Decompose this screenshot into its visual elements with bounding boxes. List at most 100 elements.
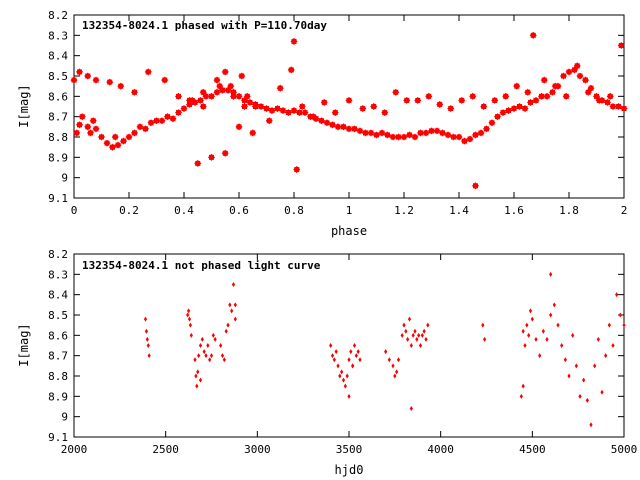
data-point [266,118,272,124]
x-tick-label: 1.6 [504,204,524,217]
x-tick-label: 3500 [336,443,363,456]
data-point [563,93,569,99]
data-point [417,332,421,338]
y-tick-label: 8.9 [48,390,68,403]
y-axis-label: I[mag] [17,84,31,127]
data-point [456,134,462,140]
data-point [354,353,358,359]
data-point [404,328,408,334]
data-point [165,114,170,120]
data-point [511,106,517,112]
data-point [220,87,225,93]
data-point [360,106,366,112]
data-point [530,316,534,322]
data-point [286,110,291,116]
data-point [202,349,206,355]
data-point [462,138,467,144]
x-tick-label: 0.6 [229,204,249,217]
data-point [288,67,294,73]
data-point [233,316,237,322]
y-tick-label: 8.4 [48,50,68,63]
data-point [126,134,132,140]
data-point [145,69,151,75]
data-points [143,271,626,428]
y-axis-label: I[mag] [17,323,31,366]
data-point [334,349,338,355]
data-point [213,336,217,342]
data-point [545,336,549,342]
data-point [567,373,571,379]
data-point [607,322,611,328]
data-point [563,357,567,363]
data-point [118,83,124,89]
data-point [578,393,582,399]
data-point [187,97,192,103]
y-tick-labels: 8.2 8.3 8.4 8.5 8.6 8.7 8.8 8.9 9 9.1 [48,248,68,444]
data-point [236,124,242,130]
data-point [137,124,143,130]
data-point [374,132,379,138]
data-point [357,128,363,134]
data-point [358,357,362,363]
data-point [211,332,215,338]
data-point [429,128,434,134]
data-point [112,134,118,140]
unphased-light-curve-panel: 8.2 8.3 8.4 8.5 8.6 8.7 8.8 8.9 9 9.1 2000 2500 300… [17,248,637,477]
y-tick-label: 8.5 [48,70,68,83]
data-point [561,73,566,79]
data-point [187,101,192,107]
data-point [332,110,338,116]
data-point [483,336,487,342]
y-tick-label: 8.9 [48,151,68,164]
data-point [549,271,553,277]
data-point [200,104,206,109]
data-point [226,322,230,328]
data-point [550,89,555,95]
data-point [434,128,440,134]
data-point [162,77,168,83]
data-point [396,134,401,140]
x-tick-label: 4500 [519,443,546,456]
data-point [194,373,198,379]
data-point [104,140,110,146]
data-point [332,357,336,363]
data-point [239,73,245,79]
data-point [409,343,413,348]
data-point [401,134,407,140]
data-point [585,397,589,403]
data-point [413,328,417,334]
axis-ticks [73,14,625,199]
data-point [385,132,390,138]
data-point [143,126,148,132]
data-point [347,393,351,399]
data-point [621,106,627,112]
x-tick-label: 1.8 [559,204,579,217]
data-point [187,316,192,322]
data-point [356,349,360,355]
data-point [402,322,406,328]
data-point [605,99,610,105]
data-point [214,89,220,95]
data-point [459,97,465,103]
data-point [528,99,533,105]
data-points [70,31,628,190]
data-point [492,97,498,103]
data-point [607,93,613,99]
data-point [418,343,423,348]
data-point [473,183,478,189]
data-point [523,343,527,348]
y-tick-label: 8.8 [48,370,68,383]
data-point [340,369,344,375]
data-point [445,132,451,138]
x-tick-label: 2000 [61,443,88,456]
data-point [203,93,209,99]
data-point [231,89,236,95]
data-point [395,369,399,375]
data-point [618,43,624,48]
data-point [228,302,232,308]
data-point [345,373,349,379]
data-point [409,406,413,412]
data-point [481,104,487,109]
x-tick-label: 5000 [611,443,638,456]
data-point [310,114,316,120]
